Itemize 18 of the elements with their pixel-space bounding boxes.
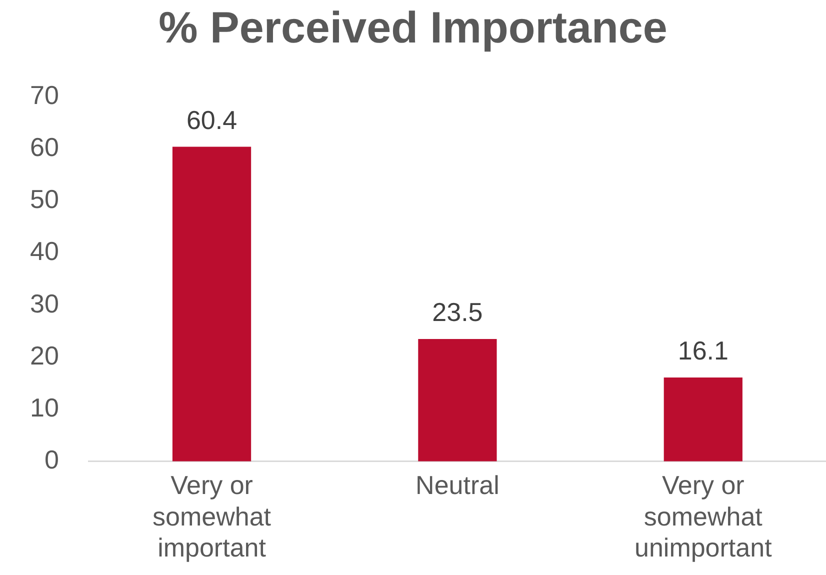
x-tick-label: Very or somewhat unimportant [634,470,773,563]
chart-title: % Perceived Importance [158,4,668,53]
y-tick-label: 60 [30,132,59,162]
y-tick-label: 40 [30,236,59,266]
data-label: 16.1 [678,336,728,366]
y-tick-label: 70 [30,80,59,110]
y-tick-label: 50 [30,184,59,214]
x-tick-label: Neutral [416,470,500,500]
y-tick-label: 30 [30,288,59,318]
y-tick-label: 0 [44,444,59,475]
y-tick-label: 10 [30,392,59,422]
bar [664,378,742,462]
bar [418,339,497,462]
data-label: 23.5 [432,297,483,328]
bar [172,146,252,462]
x-tick-label: Very or somewhat important [152,470,272,563]
y-tick-label: 20 [30,340,59,370]
data-label: 60.4 [186,104,238,135]
